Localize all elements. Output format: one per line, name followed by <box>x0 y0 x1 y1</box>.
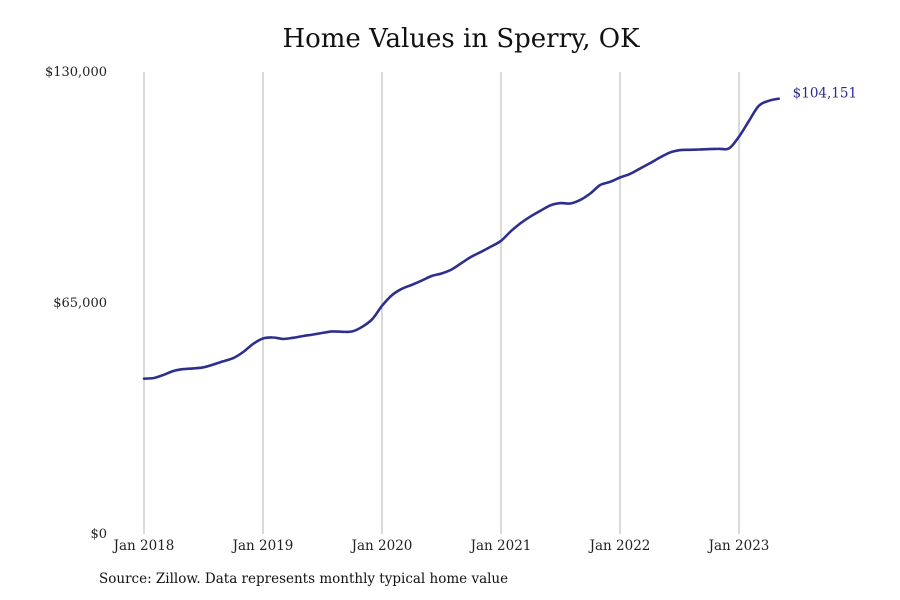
y-tick-label: $65,000 <box>53 296 107 311</box>
x-tick-label: Jan 2019 <box>231 538 294 554</box>
y-tick-label: $0 <box>90 527 107 542</box>
x-tick-label: Jan 2018 <box>112 538 175 554</box>
x-tick-label: Jan 2021 <box>469 538 532 554</box>
chart-title: Home Values in Sperry, OK <box>282 24 640 54</box>
series-line <box>142 97 780 380</box>
x-tick-label: Jan 2020 <box>350 538 413 554</box>
source-note: Source: Zillow. Data represents monthly … <box>99 571 509 587</box>
y-tick-label: $130,000 <box>45 65 107 80</box>
x-axis-ticks: Jan 2018 Jan 2019 Jan 2020 Jan 2021 Jan 2022… <box>112 538 770 554</box>
gridlines <box>143 72 740 534</box>
y-axis-ticks: $0 $65,000 $130,000 <box>45 65 107 542</box>
end-label-layer: $104,151 <box>793 86 857 102</box>
x-tick-label: Jan 2022 <box>588 538 651 554</box>
x-tick-label: Jan 2023 <box>707 538 770 554</box>
series-layer <box>142 97 780 380</box>
end-value-label: $104,151 <box>793 86 857 102</box>
